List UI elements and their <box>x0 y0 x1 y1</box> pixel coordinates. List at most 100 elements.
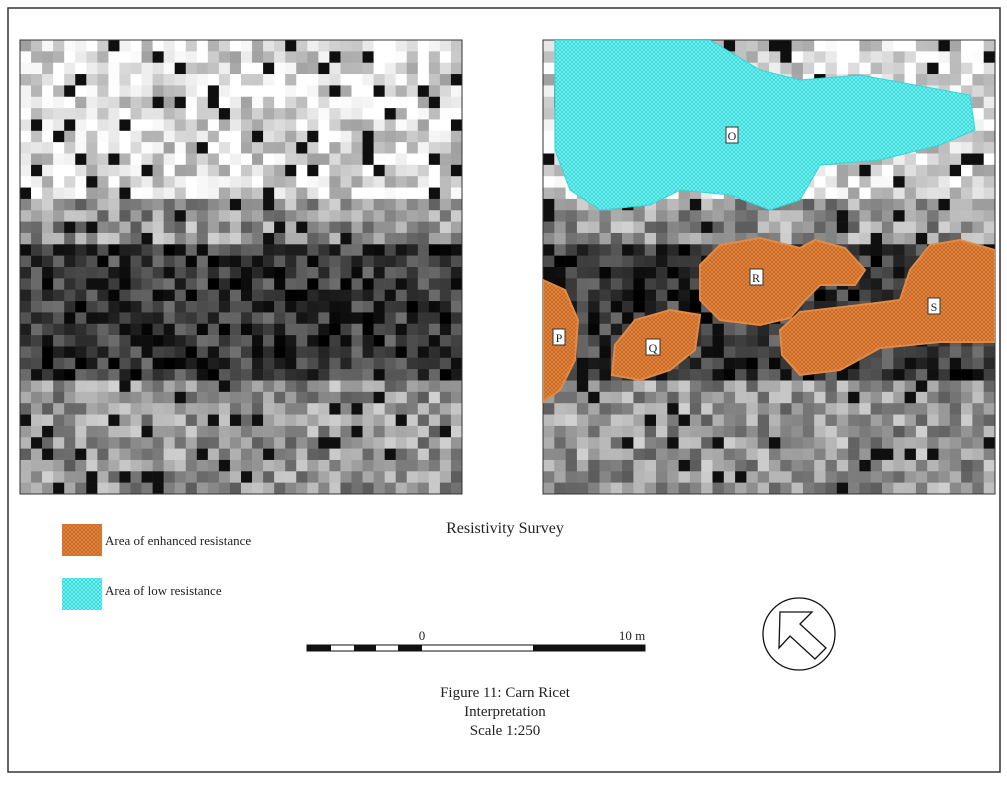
raster-cell <box>64 483 75 495</box>
raster-cell <box>826 483 838 495</box>
raster-cell <box>108 449 119 461</box>
raster-cell <box>396 108 407 120</box>
raster-cell <box>633 267 645 279</box>
raster-cell <box>905 222 917 234</box>
raster-cell <box>554 483 566 495</box>
raster-cell <box>75 222 86 234</box>
raster-cell <box>679 426 691 438</box>
raster-cell <box>241 188 252 200</box>
raster-cell <box>86 40 97 52</box>
raster-cell <box>42 278 53 290</box>
raster-cell <box>153 403 164 415</box>
raster-cell <box>407 324 418 336</box>
raster-cell <box>984 471 996 483</box>
raster-cell <box>656 210 668 222</box>
raster-cell <box>252 256 263 268</box>
raster-cell <box>950 154 962 166</box>
raster-cell <box>633 256 645 268</box>
raster-cell <box>600 256 612 268</box>
raster-cell <box>53 346 64 358</box>
raster-cell <box>633 471 645 483</box>
raster-cell <box>263 131 274 143</box>
raster-cell <box>230 369 241 381</box>
raster-cell <box>86 415 97 427</box>
raster-cell <box>142 74 153 86</box>
raster-cell <box>374 131 385 143</box>
raster-cell <box>252 301 263 313</box>
raster-cell <box>451 154 462 166</box>
raster-cell <box>20 63 31 75</box>
raster-cell <box>42 358 53 370</box>
raster-cell <box>64 108 75 120</box>
raster-cell <box>600 312 612 324</box>
raster-cell <box>219 199 230 211</box>
raster-cell <box>20 154 31 166</box>
raster-cell <box>893 346 905 358</box>
raster-cell <box>119 108 130 120</box>
raster-cell <box>972 449 984 461</box>
raster-cell <box>859 290 871 302</box>
raster-cell <box>758 381 770 393</box>
raster-cell <box>363 233 374 245</box>
raster-cell <box>329 415 340 427</box>
raster-cell <box>97 392 108 404</box>
raster-cell <box>577 267 589 279</box>
raster-cell <box>451 85 462 97</box>
raster-cell <box>307 176 318 188</box>
raster-cell <box>53 233 64 245</box>
raster-cell <box>307 244 318 256</box>
raster-cell <box>42 131 53 143</box>
raster-cell <box>633 222 645 234</box>
raster-cell <box>758 415 770 427</box>
raster-cell <box>803 471 815 483</box>
raster-cell <box>667 290 679 302</box>
raster-cell <box>893 199 905 211</box>
raster-cell <box>142 63 153 75</box>
raster-cell <box>219 222 230 234</box>
raster-cell <box>142 97 153 109</box>
raster-cell <box>611 324 623 336</box>
raster-cell <box>396 165 407 177</box>
raster-cell <box>972 51 984 63</box>
raster-cell <box>285 403 296 415</box>
raster-cell <box>916 176 928 188</box>
raster-cell <box>792 415 804 427</box>
raster-cell <box>429 40 440 52</box>
raster-cell <box>577 437 589 449</box>
raster-cell <box>296 142 307 154</box>
raster-cell <box>208 415 219 427</box>
raster-cell <box>837 51 849 63</box>
raster-cell <box>939 40 951 52</box>
raster-cell <box>418 346 429 358</box>
raster-cell <box>42 222 53 234</box>
raster-cell <box>577 335 589 347</box>
raster-cell <box>374 460 385 472</box>
raster-cell <box>656 290 668 302</box>
raster-cell <box>296 301 307 313</box>
raster-cell <box>451 460 462 472</box>
raster-cell <box>208 176 219 188</box>
raster-cell <box>645 244 657 256</box>
raster-cell <box>20 142 31 154</box>
raster-cell <box>53 403 64 415</box>
raster-cell <box>318 210 329 222</box>
raster-cell <box>611 392 623 404</box>
raster-cell <box>374 119 385 131</box>
raster-cell <box>263 312 274 324</box>
raster-cell <box>950 358 962 370</box>
raster-cell <box>197 290 208 302</box>
raster-cell <box>131 108 142 120</box>
raster-cell <box>340 403 351 415</box>
raster-cell <box>230 346 241 358</box>
raster-cell <box>318 131 329 143</box>
raster-cell <box>164 51 175 63</box>
raster-cell <box>939 199 951 211</box>
raster-cell <box>769 51 781 63</box>
raster-cell <box>724 324 736 336</box>
raster-cell <box>53 381 64 393</box>
raster-cell <box>42 460 53 472</box>
raster-cell <box>340 267 351 279</box>
raster-cell <box>407 312 418 324</box>
raster-cell <box>363 85 374 97</box>
raster-cell <box>972 369 984 381</box>
